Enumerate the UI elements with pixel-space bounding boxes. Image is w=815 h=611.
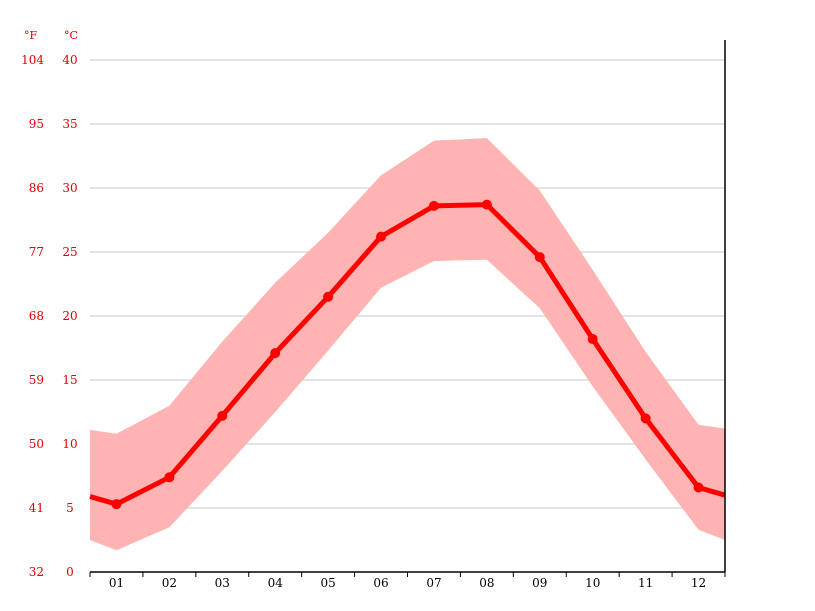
range-band-area: [90, 138, 725, 551]
y-tick-label-c: 20: [62, 309, 77, 323]
mean-point: [323, 291, 334, 302]
mean-line-path: [89, 202, 726, 507]
x-tick-label: 08: [479, 576, 494, 590]
x-tick-label: 05: [320, 576, 335, 590]
y-tick-label-f: 41: [29, 501, 44, 515]
x-tick-label: 03: [215, 576, 230, 590]
x-tick-label: 01: [109, 576, 124, 590]
y-tick-label-c: 5: [66, 501, 74, 515]
unit-celsius-label: °C: [64, 29, 78, 42]
unit-fahrenheit-label: °F: [24, 29, 38, 42]
y-tick-label-f: 86: [29, 181, 44, 195]
y-tick-label-f: 77: [29, 245, 44, 259]
x-tick-label: 09: [532, 576, 547, 590]
x-tick-label: 10: [585, 576, 600, 590]
y-tick-label-f: 95: [29, 117, 44, 131]
y-tick-label-c: 40: [62, 53, 77, 67]
y-tick-label-f: 50: [29, 437, 44, 451]
y-tick-label-f: 68: [29, 309, 44, 323]
x-tick-label: 12: [691, 576, 706, 590]
y-tick-label-c: 10: [62, 437, 77, 451]
mean-temperature-line: [89, 199, 726, 510]
y-tick-label-f: 104: [21, 53, 44, 67]
y-tick-label-f: 59: [29, 373, 44, 387]
y-tick-label-c: 30: [62, 181, 77, 195]
y-tick-label-c: 15: [62, 373, 77, 387]
y-tick-label-c: 0: [66, 565, 74, 579]
mean-point: [217, 410, 228, 421]
mean-point: [534, 252, 545, 263]
y-axis-ticks: 32 0 41 5 50 10 59 15 68 20 77 25 86 30 95 35 104 40: [21, 53, 78, 579]
y-tick-label-f: 32: [29, 565, 44, 579]
mean-point: [428, 200, 439, 211]
mean-point: [376, 231, 387, 242]
x-tick-label: 07: [426, 576, 441, 590]
y-tick-label-c: 35: [62, 117, 77, 131]
mean-point: [111, 499, 122, 510]
temperature-range-band: [90, 138, 725, 551]
mean-point: [693, 482, 704, 493]
mean-point: [164, 472, 175, 483]
mean-point: [270, 348, 281, 359]
x-tick-label: 06: [373, 576, 388, 590]
mean-point: [481, 199, 492, 210]
mean-point: [640, 413, 651, 424]
x-tick-label: 02: [162, 576, 177, 590]
x-axis-ticks: 01 02 03 04 05 06 07 08 09 10 11 12: [89, 572, 726, 590]
mean-point: [587, 334, 598, 345]
x-tick-label: 04: [268, 576, 284, 590]
x-tick-label: 11: [638, 576, 653, 590]
y-tick-label-c: 25: [62, 245, 77, 259]
